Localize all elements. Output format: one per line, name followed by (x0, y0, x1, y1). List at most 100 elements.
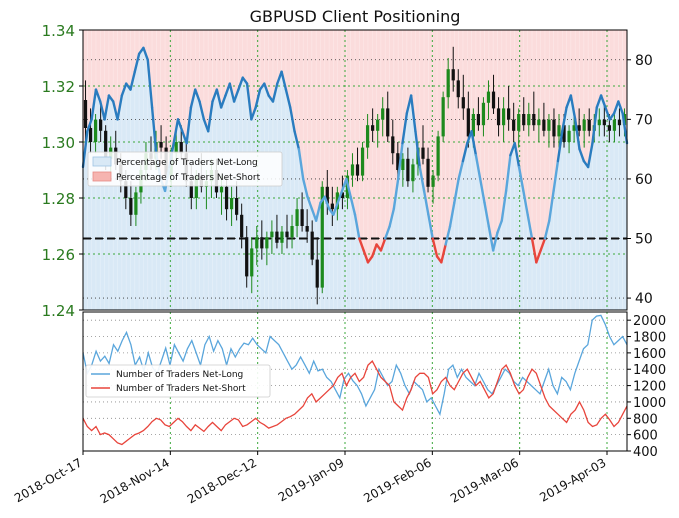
pct-long-segment (599, 94, 607, 109)
candle-body (99, 119, 103, 131)
candle-body (365, 125, 370, 148)
pct-long-segment (301, 177, 309, 199)
pct-long-segment (207, 100, 214, 133)
pct-long-segment (107, 94, 115, 103)
pct-long-segment (336, 189, 344, 204)
candle-body (290, 226, 294, 238)
pct-tick-label: 70 (635, 112, 653, 128)
pct-tick-label: 80 (635, 53, 653, 69)
candle-body (300, 209, 304, 226)
legend-label-short: Percentage of Traders Net-Short (116, 173, 261, 183)
candle-body (441, 97, 445, 137)
upper-panel-frame (82, 29, 628, 311)
candle-body (532, 114, 536, 126)
pct-long-segment (578, 147, 586, 163)
pct-long-segment (245, 82, 253, 121)
pct-long-segment (215, 88, 223, 109)
pct-long-segment (362, 249, 370, 264)
net-short-count-line (82, 360, 628, 446)
candle-body (446, 69, 450, 98)
candle-body (295, 209, 299, 226)
pct-long-segment (189, 88, 197, 109)
pct-long-segment (440, 243, 447, 264)
pct-long-segment (543, 219, 551, 240)
candle-body (350, 164, 355, 176)
price-tick-label: 1.32 (42, 78, 75, 96)
candle-body (275, 231, 279, 243)
pct-long-segment (496, 219, 503, 234)
price-tick-label: 1.28 (42, 190, 75, 208)
candle-body (411, 164, 415, 182)
pct-long-segment (150, 106, 158, 157)
pct-long-segment (556, 130, 564, 163)
pct-long-segment (142, 46, 149, 61)
pct-long-segment (513, 141, 521, 169)
candle-body (421, 147, 425, 159)
pct-long-segment (500, 189, 508, 222)
candle-body (310, 231, 314, 260)
candle-body (577, 125, 581, 131)
candle-body (401, 158, 405, 170)
candle-body (522, 114, 526, 126)
count-tick-label: 800 (633, 412, 658, 427)
pct-long-segment (194, 88, 201, 103)
pct-long-segment (552, 159, 560, 193)
pct-long-segment (401, 112, 409, 145)
candle-body (250, 248, 254, 277)
pct-long-segment (422, 189, 430, 216)
pct-long-segment (474, 153, 482, 181)
candle-body (325, 186, 329, 204)
pct-long-segment (409, 94, 417, 133)
candle-body (587, 119, 591, 131)
candle-body (194, 175, 198, 198)
pct-long-segment (314, 201, 322, 222)
candle-body (360, 147, 365, 176)
candle-body (481, 102, 486, 126)
candle-body (240, 214, 244, 238)
candle-body (557, 125, 561, 137)
pct-long-segment (621, 112, 629, 145)
candle-body (260, 237, 264, 249)
pct-tick-label: 50 (635, 232, 653, 248)
candle-body (245, 237, 249, 277)
pct-long-segment (271, 82, 279, 103)
candle-body (537, 119, 541, 126)
candle-body (315, 259, 319, 288)
pct-long-segment (112, 100, 119, 121)
legend-swatch-long (92, 156, 112, 167)
pct-long-segment (396, 141, 404, 181)
candle-body (381, 108, 385, 120)
pct-long-segment (483, 201, 491, 228)
pct-long-segment (103, 94, 111, 121)
legend-label-long: Percentage of Traders Net-Long (116, 158, 258, 168)
pct-long-segment (384, 225, 391, 240)
candle-body (104, 130, 108, 159)
pct-long-segment (185, 106, 193, 145)
pct-long-segment (591, 106, 598, 145)
pct-long-segment (491, 231, 499, 252)
candle-body (371, 125, 375, 131)
pct-long-segment (371, 243, 378, 258)
pct-long-segment (133, 52, 141, 73)
candle-body (129, 198, 133, 215)
pct-long-segment (470, 130, 478, 157)
pct-long-segment (526, 213, 534, 240)
count-tick-label: 1200 (633, 380, 666, 395)
pct-long-segment (219, 94, 227, 109)
candle-body (582, 119, 586, 131)
candle-body (476, 114, 481, 126)
pct-long-segment (228, 82, 236, 103)
candle-body (542, 119, 546, 131)
pct-long-segment (444, 225, 452, 246)
candle-body (134, 192, 138, 215)
candle-body (83, 100, 88, 128)
candle-body (280, 231, 284, 243)
legend-label-net-short-count: Number of Traders Net-Short (116, 384, 246, 394)
pct-tick-label: 40 (635, 291, 653, 307)
pct-long-segment (284, 88, 292, 109)
pct-long-segment (297, 147, 305, 181)
candle-body (396, 153, 400, 170)
candle-body (572, 125, 576, 131)
pct-long-segment (569, 94, 577, 121)
pct-long-segment (289, 106, 296, 133)
